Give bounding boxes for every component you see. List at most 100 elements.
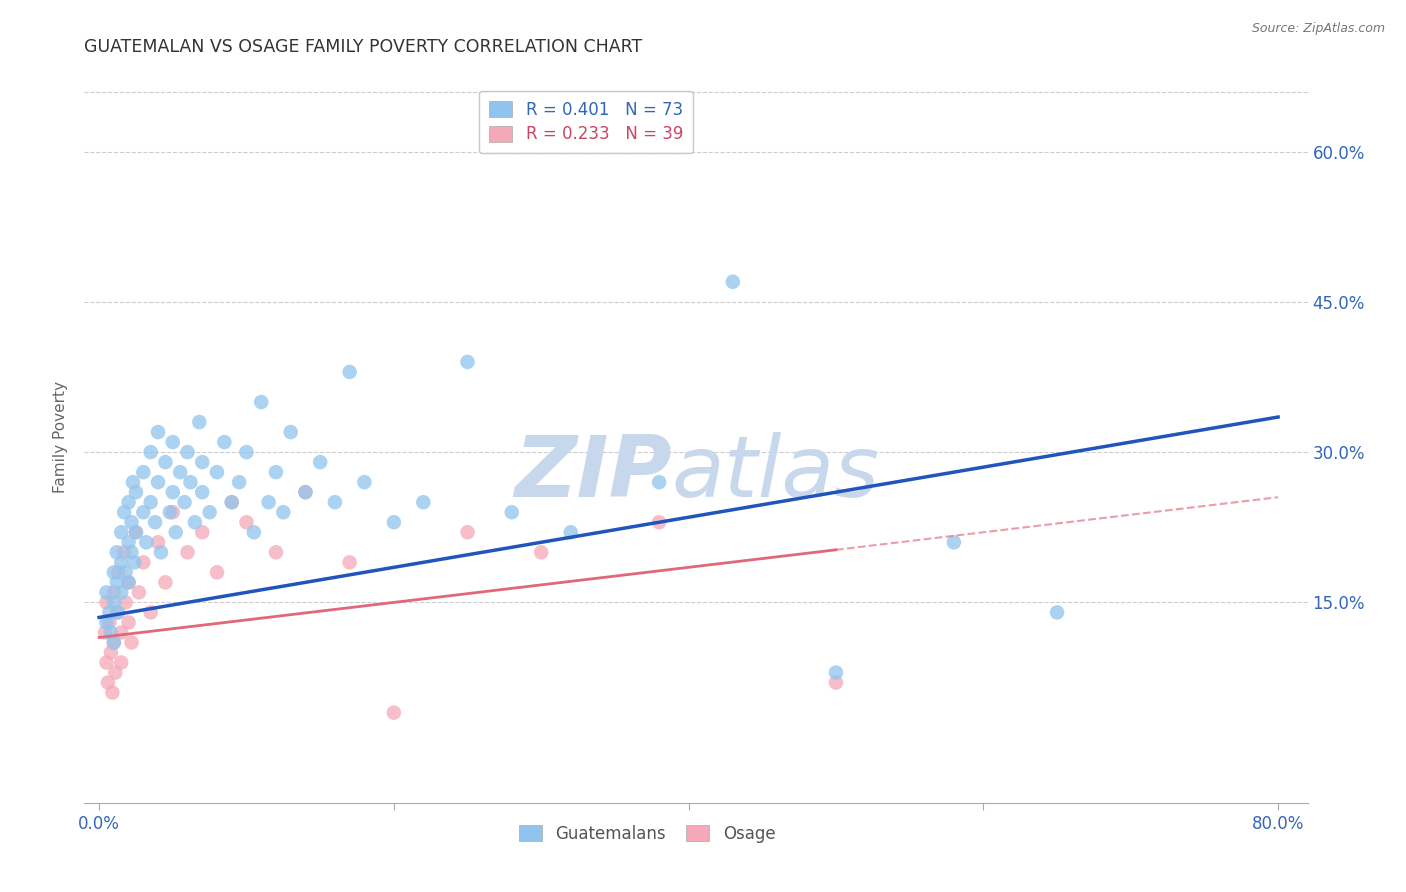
Point (560, 525, 582, 540)
Point (96, 595, 118, 609)
Point (96, 615, 118, 630)
Point (150, 545, 173, 559)
Text: atlas: atlas (672, 432, 880, 516)
Point (105, 575, 128, 590)
Y-axis label: Family Poverty: Family Poverty (53, 381, 69, 493)
Point (176, 545, 198, 559)
Point (205, 465, 228, 479)
Point (412, 495, 434, 509)
Text: GUATEMALAN VS OSAGE FAMILY POVERTY CORRELATION CHART: GUATEMALAN VS OSAGE FAMILY POVERTY CORRE… (84, 38, 643, 56)
Point (214, 435, 236, 450)
Point (530, 545, 553, 559)
Point (94, 625, 117, 640)
Text: ZIP: ZIP (513, 432, 672, 516)
Point (146, 535, 169, 549)
Point (825, 675, 848, 690)
Point (176, 445, 198, 459)
Point (117, 615, 139, 630)
Point (162, 435, 184, 450)
Point (221, 495, 243, 509)
Point (273, 505, 295, 519)
Point (146, 425, 169, 439)
Point (121, 635, 143, 649)
Point (235, 445, 257, 459)
Point (309, 455, 332, 469)
Point (165, 525, 187, 540)
Point (121, 545, 143, 559)
Point (942, 535, 965, 549)
Point (173, 495, 195, 509)
Point (139, 606, 162, 620)
Point (648, 475, 671, 490)
Point (257, 495, 280, 509)
Point (98, 606, 121, 620)
Point (191, 525, 214, 540)
Point (162, 505, 184, 519)
Point (117, 495, 139, 509)
Point (114, 566, 136, 580)
Point (382, 706, 405, 720)
Point (221, 495, 243, 509)
Point (117, 535, 139, 549)
Point (97, 675, 120, 690)
Point (648, 515, 671, 529)
Point (103, 635, 125, 649)
Point (323, 495, 346, 509)
Point (501, 505, 523, 519)
Legend: Guatemalans, Osage: Guatemalans, Osage (512, 818, 782, 849)
Point (105, 545, 128, 559)
Point (100, 625, 122, 640)
Point (125, 525, 148, 540)
Point (110, 555, 132, 569)
Point (125, 485, 148, 500)
Point (188, 415, 211, 429)
Point (107, 606, 129, 620)
Point (155, 455, 177, 469)
Point (294, 485, 316, 500)
Point (139, 495, 162, 509)
Point (110, 585, 132, 599)
Point (721, 275, 744, 289)
Point (100, 646, 122, 660)
Point (235, 515, 257, 529)
Point (132, 465, 155, 479)
Point (122, 475, 145, 490)
Point (155, 575, 177, 590)
Point (110, 625, 132, 640)
Point (125, 525, 148, 540)
Point (339, 365, 361, 379)
Point (117, 575, 139, 590)
Point (104, 665, 127, 680)
Point (103, 585, 125, 599)
Point (96, 656, 118, 670)
Point (264, 545, 287, 559)
Point (264, 465, 287, 479)
Point (205, 566, 228, 580)
Point (96, 585, 118, 599)
Point (112, 545, 135, 559)
Point (143, 515, 166, 529)
Point (117, 575, 139, 590)
Point (243, 525, 266, 540)
Point (98, 615, 121, 630)
Point (103, 595, 125, 609)
Point (294, 485, 316, 500)
Point (107, 566, 129, 580)
Point (124, 555, 146, 569)
Point (191, 455, 214, 469)
Point (457, 525, 479, 540)
Point (382, 515, 405, 529)
Point (198, 505, 221, 519)
Point (159, 505, 181, 519)
Point (191, 485, 214, 500)
Point (280, 425, 302, 439)
Point (1046, 606, 1069, 620)
Point (162, 485, 184, 500)
Point (825, 665, 848, 680)
Point (228, 475, 250, 490)
Point (121, 515, 143, 529)
Point (184, 515, 207, 529)
Point (132, 555, 155, 569)
Point (105, 606, 128, 620)
Text: Source: ZipAtlas.com: Source: ZipAtlas.com (1251, 22, 1385, 36)
